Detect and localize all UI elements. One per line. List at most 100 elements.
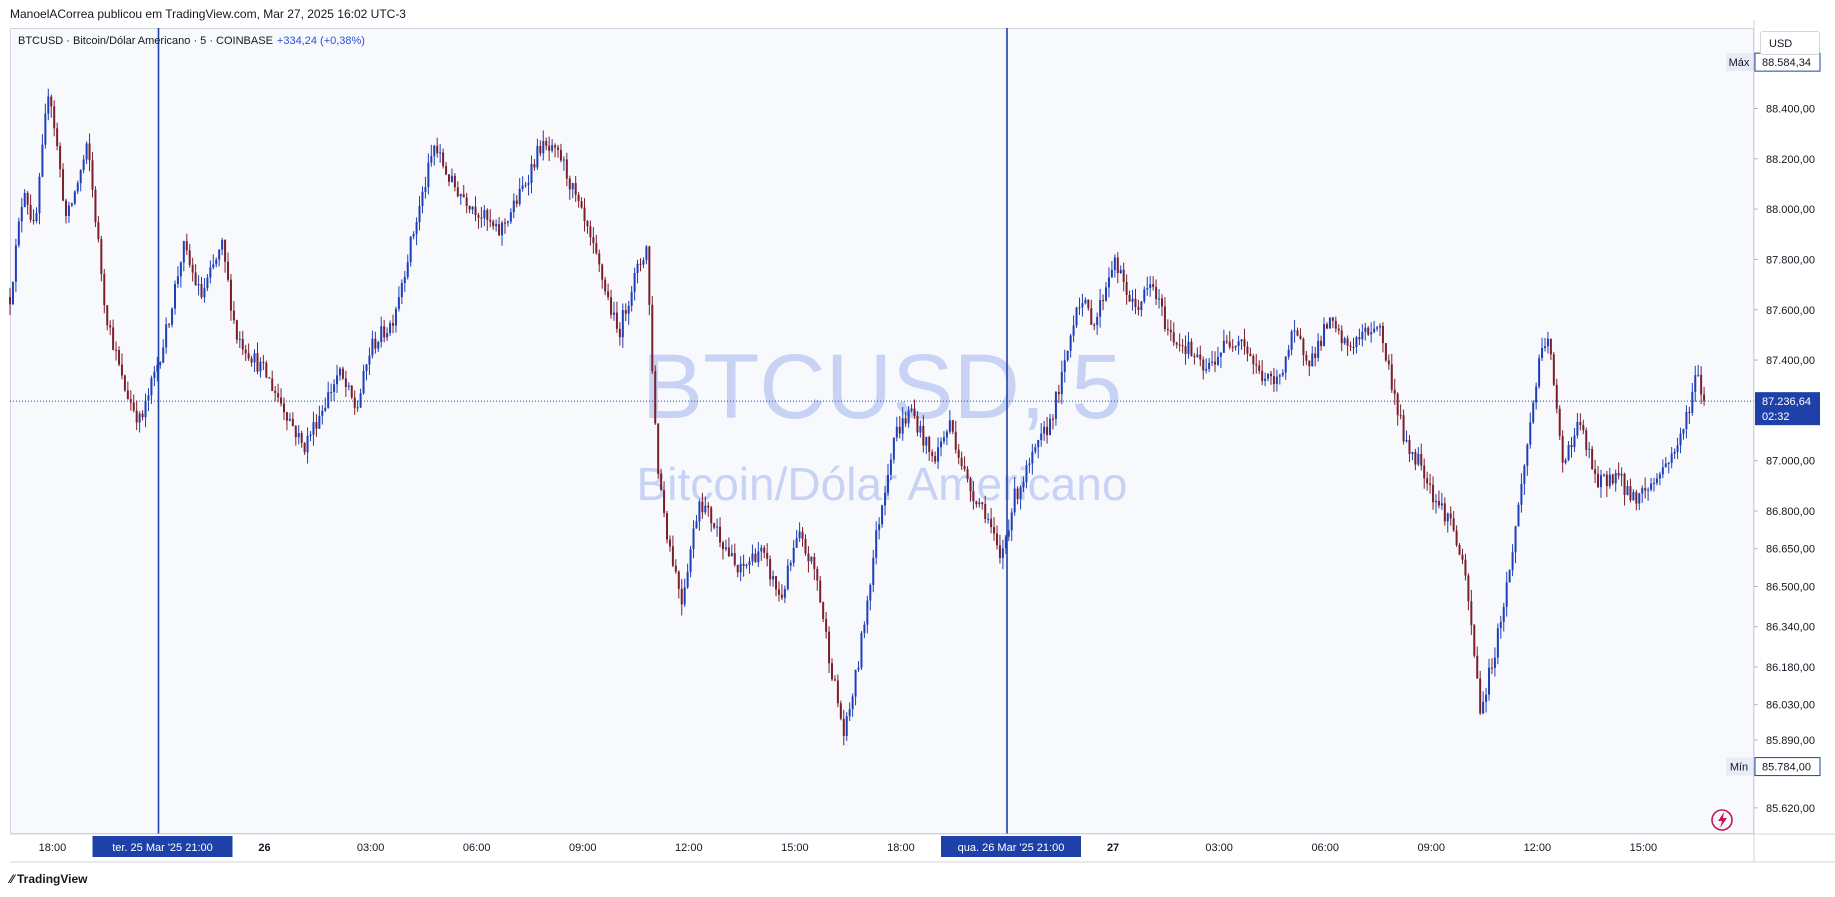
candle-body (1096, 316, 1099, 326)
candle-body (20, 206, 23, 222)
candle-body (562, 159, 565, 161)
symbol-header[interactable]: BTCUSD · Bitcoin/Dólar Americano · 5 · C… (18, 35, 365, 47)
candle-body (1264, 378, 1267, 382)
candle-body (972, 491, 975, 502)
candle-body (954, 431, 957, 450)
candle-body (1317, 340, 1320, 358)
candle-body (657, 423, 660, 474)
candle-body (347, 385, 350, 387)
price-tick-label: 86.030,00 (1766, 700, 1815, 712)
candle-body (168, 324, 171, 326)
candle-body (250, 358, 253, 363)
candle-body (406, 262, 409, 278)
candle-body (1526, 444, 1529, 466)
candle-body (816, 568, 819, 581)
candle-body (123, 375, 126, 391)
price-tick-label: 87.600,00 (1766, 305, 1815, 317)
candle-body (1617, 473, 1620, 476)
vertical-markers (157, 28, 1008, 834)
tradingview-logo[interactable]: ⁄⁄ TradingView (10, 872, 87, 886)
lightning-icon[interactable] (1711, 809, 1733, 831)
candle-body (1381, 325, 1384, 344)
candle-body (610, 297, 613, 315)
candle-body (1694, 375, 1697, 392)
candle-body (990, 518, 993, 528)
candle-body (474, 206, 477, 216)
candle-body (1199, 354, 1202, 360)
candle-body (901, 418, 904, 434)
candle-body (1393, 389, 1396, 394)
candle-body (268, 377, 271, 379)
time-axis[interactable]: 18:00 26 03:00 06:00 09:00 12:00 15:00 18:00 27 0… (10, 833, 1835, 863)
candle-body (283, 403, 286, 413)
candle-body (736, 564, 739, 573)
time-highlight-badge (92, 836, 233, 857)
candle-body (515, 200, 518, 204)
candle-body (253, 353, 256, 363)
candle-body (1576, 422, 1579, 436)
candle-body (291, 418, 294, 427)
candle-body (1208, 362, 1211, 370)
candle-body (459, 194, 462, 197)
candle-body (1496, 628, 1499, 658)
candle-body (1293, 330, 1296, 332)
currency-selector[interactable]: USD (1760, 31, 1820, 55)
candle-body (241, 338, 244, 350)
candle-body (1240, 339, 1243, 342)
candle-body (324, 407, 327, 411)
watermark: BTCUSD, 5 Bitcoin/Dólar Americano (637, 336, 1128, 510)
price-axis[interactable]: 88.400,00 88.200,00 88.000,00 87.800,00 87.6… (1753, 20, 1835, 862)
candle-body (1007, 530, 1010, 537)
candle-body (389, 323, 392, 334)
candle-body (615, 312, 618, 329)
candle-body (554, 145, 557, 148)
candle-body (689, 549, 692, 572)
candle-body (1158, 298, 1161, 300)
last-price-badge (1755, 392, 1820, 426)
candle-body (495, 224, 498, 227)
candle-body (1517, 504, 1520, 527)
candle-body (769, 559, 772, 580)
candle-body (881, 505, 884, 525)
candle-body (545, 140, 548, 146)
candle-body (1370, 332, 1373, 335)
candle-body (530, 164, 533, 183)
candle-body (1667, 462, 1670, 464)
candle-body (1128, 294, 1131, 302)
candle-body (1196, 354, 1199, 358)
candle-body (1116, 257, 1119, 273)
candle-body (872, 557, 875, 585)
candle-body (777, 589, 780, 595)
candle-body (297, 433, 300, 438)
candle-body (1337, 328, 1340, 331)
candle-body (1650, 483, 1653, 490)
candle-body (76, 183, 79, 192)
candle-body (126, 390, 129, 400)
candle-body (206, 277, 209, 289)
candle-body (751, 553, 754, 562)
candle-body (1193, 356, 1196, 358)
candle-body (1243, 339, 1246, 347)
candle-body (197, 284, 200, 286)
candle-body (409, 236, 412, 263)
candle-body (1647, 489, 1650, 491)
candle-body (998, 545, 1001, 558)
candle-body (1181, 345, 1184, 347)
candle-body (359, 393, 362, 408)
candle-body (792, 547, 795, 563)
candle-body (465, 197, 468, 206)
candle-body (686, 571, 689, 588)
candle-body (468, 205, 471, 210)
candle-body (1258, 365, 1261, 371)
candle-body (1105, 287, 1108, 301)
candle-body (1538, 358, 1541, 387)
candle-body (1523, 465, 1526, 484)
time-tick-label: 06:00 (1311, 842, 1339, 854)
candle-body (1261, 370, 1264, 382)
candle-body (1143, 289, 1146, 302)
candle-body (721, 542, 724, 550)
candle-body (150, 378, 153, 396)
candle-body (789, 562, 792, 566)
time-tick-label: 26 (258, 842, 270, 854)
